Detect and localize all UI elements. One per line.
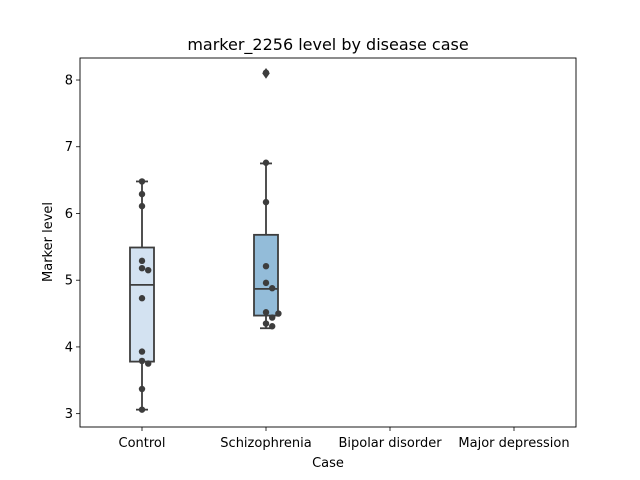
x-axis: Control Schizophrenia Bipolar disorder Majo… xyxy=(119,427,570,451)
chart-title: marker_2256 level by disease case xyxy=(187,35,468,55)
data-point xyxy=(262,262,270,270)
x-tick-label: Major depression xyxy=(458,436,569,451)
data-point xyxy=(138,257,146,265)
data-point xyxy=(275,310,282,317)
y-tick-label: 3 xyxy=(65,407,73,422)
data-point xyxy=(262,159,270,166)
data-point xyxy=(262,320,270,327)
x-tick-label: Control xyxy=(119,436,166,451)
box-schizophrenia xyxy=(253,233,279,317)
data-point xyxy=(138,406,146,413)
data-point xyxy=(138,190,146,198)
data-point xyxy=(138,295,146,302)
y-axis-title: Marker level xyxy=(41,202,56,282)
data-point xyxy=(138,385,146,393)
y-tick-label: 4 xyxy=(65,340,73,355)
y-tick-label: 8 xyxy=(65,74,73,89)
y-tick-label: 7 xyxy=(65,140,73,155)
data-point xyxy=(138,202,146,210)
data-point xyxy=(262,279,270,287)
y-axis: 3 4 5 6 7 8 xyxy=(65,74,80,422)
data-point xyxy=(138,348,146,355)
data-point xyxy=(262,309,270,316)
data-point xyxy=(145,360,152,367)
data-point xyxy=(138,178,146,185)
data-point xyxy=(269,323,276,330)
y-tick-label: 6 xyxy=(65,207,73,222)
y-tick-label: 5 xyxy=(65,274,73,289)
data-point xyxy=(262,69,270,76)
data-point xyxy=(145,266,152,274)
data-point xyxy=(262,198,270,206)
plot-area xyxy=(79,57,577,428)
data-point xyxy=(269,285,276,292)
data-point xyxy=(138,357,146,365)
data-point xyxy=(138,264,146,272)
x-tick-label: Schizophrenia xyxy=(220,436,311,451)
box-control xyxy=(129,246,155,363)
x-tick-label: Bipolar disorder xyxy=(338,436,442,451)
plot-frame xyxy=(79,57,577,428)
data-point xyxy=(269,314,276,321)
x-axis-title: Case xyxy=(312,456,344,471)
